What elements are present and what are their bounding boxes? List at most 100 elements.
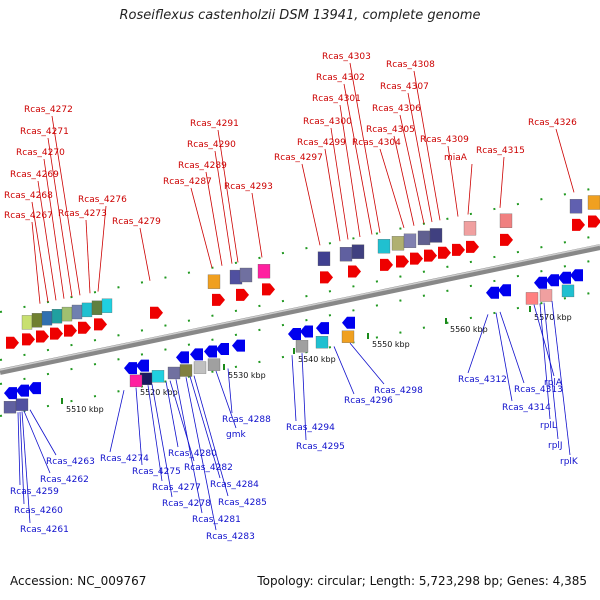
forward-gene-arrow — [262, 283, 275, 296]
reverse-label-leader — [495, 312, 513, 402]
forward-label-leader — [205, 171, 223, 266]
forward-gene-arrow — [466, 240, 479, 253]
forward-gene-arrow — [150, 306, 163, 319]
forward-gene-label: Rcas_4269 — [10, 170, 59, 180]
forward-label-leader — [393, 135, 415, 226]
reverse-gene-label: Rcas_4283 — [206, 532, 255, 542]
scale-label: 5570 kbp — [534, 313, 572, 322]
reverse-gene-label: Rcas_4274 — [100, 454, 149, 464]
forward-label-leader — [85, 219, 91, 294]
reverse-gene-label: Rcas_4260 — [14, 506, 63, 516]
forward-gene-label: Rcas_4308 — [386, 60, 435, 70]
gene-box — [179, 364, 193, 377]
genome-summary-text: Topology: circular; Length: 5,723,298 bp… — [257, 574, 587, 588]
reverse-label-leader — [467, 314, 489, 374]
gene-box — [15, 398, 29, 411]
forward-gene-arrow — [78, 321, 91, 334]
scale-label: 5510 kbp — [66, 405, 104, 414]
forward-gene-arrow — [64, 324, 77, 337]
forward-gene-label: Rcas_4287 — [163, 177, 212, 187]
gene-box — [31, 313, 43, 328]
forward-label-leader — [43, 158, 65, 299]
reverse-label-leader — [23, 410, 51, 474]
reverse-gene-arrow — [176, 351, 189, 364]
forward-gene-arrow — [424, 249, 437, 262]
gene-box — [207, 358, 221, 371]
reverse-label-leader — [193, 375, 229, 497]
reverse-gene-label: rplK — [560, 457, 579, 467]
gene-box — [295, 340, 309, 353]
reverse-gene-label: Rcas_4314 — [502, 403, 551, 413]
reverse-guide-upper — [0, 258, 600, 385]
reverse-gene-label: Rcas_4296 — [344, 396, 393, 406]
forward-label-leader — [31, 201, 49, 303]
forward-label-leader — [499, 156, 505, 208]
forward-gene-label: Rcas_4299 — [297, 138, 346, 148]
forward-label-leader — [190, 187, 213, 268]
forward-gene-arrow — [212, 293, 225, 306]
forward-label-leader — [324, 148, 341, 242]
forward-gene-label: Rcas_4305 — [366, 125, 415, 135]
reverse-gene-label: Rcas_4298 — [374, 386, 423, 396]
forward-gene-label: Rcas_4309 — [420, 135, 469, 145]
forward-gene-arrow — [320, 271, 333, 284]
reverse-label-leader — [147, 385, 163, 482]
gene-box — [71, 304, 83, 320]
forward-gene-arrow — [380, 258, 393, 271]
forward-label-leader — [214, 150, 233, 264]
forward-gene-arrow — [500, 233, 513, 246]
reverse-gene-arrow — [136, 359, 149, 372]
forward-label-leader — [343, 83, 373, 235]
forward-label-leader — [139, 227, 151, 281]
reverse-gene-label: rplA — [544, 378, 563, 388]
reverse-gene-label: Rcas_4278 — [162, 499, 211, 509]
forward-gene-label: Rcas_4297 — [274, 153, 323, 163]
forward-gene-arrow — [396, 255, 409, 268]
reverse-label-leader — [135, 387, 143, 466]
reverse-gene-arrow — [216, 343, 229, 355]
forward-gene-label: miaA — [444, 153, 468, 163]
gene-box — [257, 264, 271, 279]
forward-gene-label: Rcas_4326 — [528, 118, 577, 128]
reverse-gene-label: Rcas_4285 — [218, 498, 267, 508]
gene-box — [341, 330, 355, 343]
reverse-label-leader — [151, 384, 173, 498]
forward-gene-label: Rcas_4302 — [316, 73, 365, 83]
reverse-label-leader — [543, 302, 559, 440]
forward-gene-label: Rcas_4290 — [187, 140, 236, 150]
forward-label-leader — [47, 137, 73, 298]
reverse-label-leader — [499, 311, 525, 384]
reverse-gene-label: Rcas_4259 — [10, 487, 59, 497]
forward-label-leader — [217, 129, 239, 263]
reverse-gene-arrow — [190, 348, 203, 361]
forward-label-leader — [413, 70, 441, 221]
reverse-label-leader — [227, 368, 233, 414]
reverse-gene-arrow — [204, 345, 217, 358]
forward-gene-label: Rcas_4300 — [303, 117, 352, 127]
forward-label-leader — [349, 62, 381, 233]
gene-box — [41, 311, 53, 326]
scale-label: 5540 kbp — [298, 355, 336, 364]
gene-box — [3, 401, 17, 414]
gene-box — [193, 361, 207, 374]
gene-box — [499, 213, 513, 228]
reverse-gene-label: Rcas_4275 — [132, 467, 181, 477]
reverse-label-leader — [189, 376, 221, 479]
forward-label-leader — [379, 148, 405, 228]
reverse-gene-label: rplL — [540, 421, 557, 431]
forward-gene-label: Rcas_4307 — [380, 82, 429, 92]
reverse-gene-label: Rcas_4312 — [458, 375, 507, 385]
gene-box — [525, 292, 539, 305]
forward-gene-arrow — [50, 327, 63, 340]
reverse-label-leader — [29, 409, 57, 456]
gene-box — [561, 284, 575, 298]
gene-box — [207, 274, 221, 289]
page-title: Roseiflexus castenholzii DSM 13941, comp… — [119, 8, 481, 23]
forward-gene-label: Rcas_4303 — [322, 52, 371, 62]
reverse-label-leader — [551, 300, 571, 456]
forward-label-leader — [330, 127, 349, 240]
forward-label-leader — [555, 128, 575, 193]
reverse-label-leader — [301, 353, 307, 441]
gene-box — [239, 267, 253, 283]
